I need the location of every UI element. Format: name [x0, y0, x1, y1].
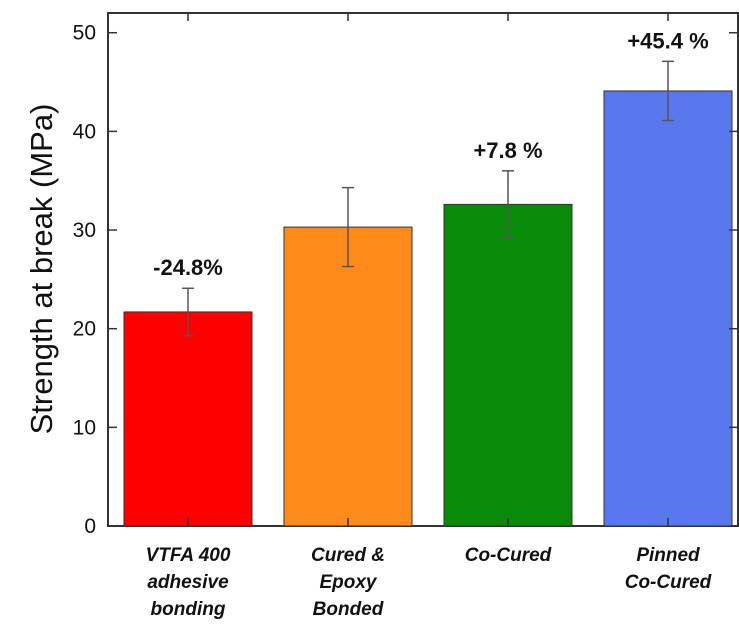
- y-tick-label-20: 20: [73, 318, 96, 341]
- bar-3: [443, 203, 573, 527]
- category-label-4-line-2: Co-Cured: [625, 572, 712, 593]
- x-axis-ticks: VTFA 400 adhesive bonding Cured & Epoxy Bonde…: [146, 13, 712, 620]
- bars-layer: [123, 90, 733, 527]
- y-axis-title: Strength at break (MPa): [24, 104, 59, 435]
- category-label-2-line-3: Bonded: [313, 599, 384, 620]
- y-tick-label-0: 0: [84, 515, 96, 538]
- data-labels-layer: -24.8% +7.8 % +45.4 %: [153, 28, 709, 280]
- bar-4: [603, 90, 733, 527]
- y-tick-label-50: 50: [73, 22, 96, 45]
- bar-1: [123, 311, 253, 527]
- category-label-1-line-2: adhesive: [147, 572, 229, 593]
- data-label-4: +45.4 %: [627, 28, 708, 53]
- plot-frame: [107, 12, 739, 527]
- y-tick-label-10: 10: [73, 416, 96, 439]
- category-label-1-line-3: bonding: [151, 599, 226, 620]
- y-axis-ticks: 0 10 20 30 40 50: [73, 22, 738, 538]
- category-label-2-line-2: Epoxy: [319, 572, 377, 593]
- category-label-1-line-1: VTFA 400: [146, 545, 231, 566]
- data-label-3: +7.8 %: [473, 138, 542, 163]
- y-tick-label-30: 30: [73, 219, 96, 242]
- category-label-4-line-1: Pinned: [636, 545, 700, 566]
- category-label-2-line-1: Cured &: [311, 545, 385, 566]
- category-label-3-line-1: Co-Cured: [465, 545, 552, 566]
- data-label-1: -24.8%: [153, 255, 223, 280]
- bar-2: [283, 226, 413, 527]
- error-bars-layer: [182, 60, 674, 337]
- y-tick-label-40: 40: [73, 120, 96, 143]
